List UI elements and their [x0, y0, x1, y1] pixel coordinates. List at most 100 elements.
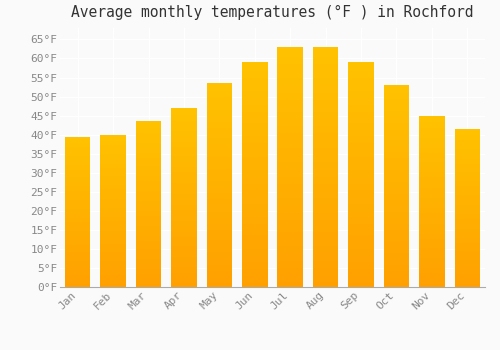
Bar	[278, 189, 303, 191]
Bar	[100, 141, 126, 142]
Bar	[171, 115, 196, 117]
Bar	[419, 234, 444, 236]
Bar	[242, 148, 268, 150]
Bar	[313, 80, 338, 83]
Bar	[419, 243, 444, 244]
Bar	[419, 280, 444, 282]
Bar	[278, 124, 303, 126]
Bar	[100, 237, 126, 238]
Bar	[454, 263, 480, 265]
Bar	[278, 133, 303, 136]
Bar	[384, 247, 409, 248]
Bar	[419, 227, 444, 229]
Bar	[136, 242, 162, 244]
Bar	[278, 62, 303, 64]
Bar	[65, 271, 90, 272]
Bar	[171, 247, 196, 250]
Bar	[278, 85, 303, 88]
Bar	[136, 169, 162, 171]
Bar	[384, 192, 409, 194]
Bar	[171, 160, 196, 162]
Bar	[206, 283, 232, 285]
Bar	[100, 243, 126, 244]
Bar	[454, 183, 480, 184]
Bar	[100, 209, 126, 211]
Bar	[419, 246, 444, 247]
Bar	[278, 131, 303, 133]
Bar	[136, 231, 162, 232]
Bar	[454, 129, 480, 131]
Bar	[313, 155, 338, 158]
Bar	[65, 282, 90, 284]
Bar	[313, 285, 338, 287]
Bar	[136, 262, 162, 264]
Bar	[278, 229, 303, 232]
Bar	[278, 66, 303, 69]
Bar	[419, 253, 444, 254]
Bar	[242, 271, 268, 273]
Bar	[242, 154, 268, 157]
Bar	[419, 220, 444, 222]
Bar	[206, 98, 232, 99]
Bar	[65, 258, 90, 260]
Bar	[65, 221, 90, 222]
Bar	[136, 136, 162, 138]
Bar	[242, 193, 268, 195]
Bar	[384, 251, 409, 253]
Bar	[171, 158, 196, 160]
Bar	[65, 204, 90, 206]
Bar	[65, 152, 90, 153]
Bar	[454, 172, 480, 173]
Bar	[136, 171, 162, 173]
Bar	[136, 237, 162, 239]
Bar	[419, 174, 444, 176]
Bar	[313, 107, 338, 110]
Bar	[348, 87, 374, 89]
Bar	[171, 205, 196, 206]
Bar	[348, 269, 374, 271]
Bar	[136, 246, 162, 247]
Bar	[242, 217, 268, 219]
Bar	[100, 222, 126, 223]
Bar	[278, 258, 303, 261]
Bar	[65, 183, 90, 185]
Bar	[136, 285, 162, 287]
Bar	[348, 188, 374, 190]
Bar	[384, 178, 409, 180]
Bar	[348, 229, 374, 231]
Bar	[313, 47, 338, 49]
Bar	[384, 91, 409, 93]
Bar	[136, 226, 162, 228]
Bar	[384, 210, 409, 212]
Bar	[171, 266, 196, 267]
Bar	[136, 206, 162, 208]
Bar	[242, 262, 268, 265]
Bar	[454, 192, 480, 194]
Bar	[313, 246, 338, 248]
Bar	[419, 208, 444, 210]
Bar	[65, 188, 90, 189]
Bar	[206, 87, 232, 89]
Bar	[384, 156, 409, 158]
Bar	[419, 285, 444, 287]
Bar	[100, 220, 126, 222]
Bar	[242, 204, 268, 206]
Bar	[454, 210, 480, 211]
Bar	[206, 226, 232, 228]
Bar	[419, 153, 444, 155]
Bar	[100, 278, 126, 279]
Bar	[313, 275, 338, 278]
Bar	[384, 89, 409, 91]
Bar	[313, 239, 338, 241]
Bar	[348, 125, 374, 127]
Bar	[348, 163, 374, 166]
Bar	[136, 260, 162, 262]
Bar	[171, 206, 196, 208]
Bar	[278, 196, 303, 198]
Bar	[242, 190, 268, 192]
Bar	[278, 121, 303, 124]
Bar	[206, 181, 232, 183]
Bar	[171, 244, 196, 246]
Bar	[100, 281, 126, 282]
Bar	[384, 273, 409, 275]
